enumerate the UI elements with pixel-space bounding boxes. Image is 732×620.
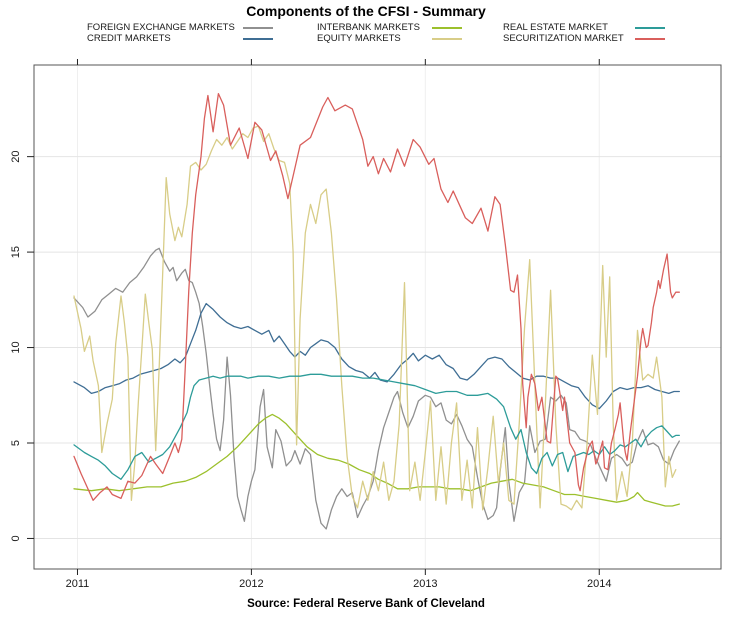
y-tick-label: 0 bbox=[10, 535, 22, 541]
legend-swatch-real-estate bbox=[635, 26, 665, 29]
source-caption: Source: Federal Reserve Bank of Clevelan… bbox=[247, 598, 485, 610]
legend-item-credit-markets: CREDIT MARKETS bbox=[87, 33, 273, 44]
legend-column-3: REAL ESTATE MARKET SECURITIZATION MARKET bbox=[503, 22, 665, 44]
legend-item-equity-markets: EQUITY MARKETS bbox=[317, 33, 462, 44]
legend-swatch-foreign-exchange bbox=[243, 26, 273, 29]
x-tick-label: 2014 bbox=[587, 578, 611, 590]
legend-item-real-estate-market: REAL ESTATE MARKET bbox=[503, 22, 665, 33]
y-tick-label: 5 bbox=[10, 440, 22, 446]
legend-item-interbank-markets: INTERBANK MARKETS bbox=[317, 22, 462, 33]
y-tick-label: 20 bbox=[10, 151, 22, 163]
legend-swatch-interbank bbox=[432, 26, 462, 29]
series-group bbox=[73, 92, 680, 530]
x-tick-label: 2012 bbox=[239, 578, 263, 590]
legend-label: CREDIT MARKETS bbox=[87, 33, 171, 45]
series-line-foreign-exchange-markets bbox=[73, 247, 680, 530]
series-line-real-estate-market bbox=[73, 373, 680, 480]
legend-label: REAL ESTATE MARKET bbox=[503, 22, 608, 34]
y-tick-label: 10 bbox=[10, 341, 22, 353]
legend-label: INTERBANK MARKETS bbox=[317, 22, 420, 34]
legend-swatch-credit bbox=[243, 37, 273, 40]
legend-item-foreign-exchange-markets: FOREIGN EXCHANGE MARKETS bbox=[87, 22, 273, 33]
legend-item-securitization-market: SECURITIZATION MARKET bbox=[503, 33, 665, 44]
x-tick-label: 2013 bbox=[413, 578, 437, 590]
x-tick-label: 2011 bbox=[66, 578, 90, 590]
legend-label: FOREIGN EXCHANGE MARKETS bbox=[87, 22, 235, 34]
legend-column-2: INTERBANK MARKETS EQUITY MARKETS bbox=[317, 22, 462, 44]
legend-column-1: FOREIGN EXCHANGE MARKETS CREDIT MARKETS bbox=[87, 22, 273, 44]
legend-label: SECURITIZATION MARKET bbox=[503, 33, 624, 45]
chart-title: Components of the CFSI - Summary bbox=[246, 3, 486, 19]
series-line-credit-markets bbox=[73, 302, 680, 410]
y-tick-label: 15 bbox=[10, 246, 22, 258]
legend-label: EQUITY MARKETS bbox=[317, 33, 401, 45]
series-line-interbank-markets bbox=[73, 413, 680, 507]
series-line-securitization-market bbox=[73, 92, 680, 501]
legend-swatch-securitization bbox=[635, 37, 665, 40]
legend-swatch-equity bbox=[432, 37, 462, 40]
plot-border bbox=[33, 64, 722, 570]
series-line-equity-markets bbox=[73, 125, 677, 511]
